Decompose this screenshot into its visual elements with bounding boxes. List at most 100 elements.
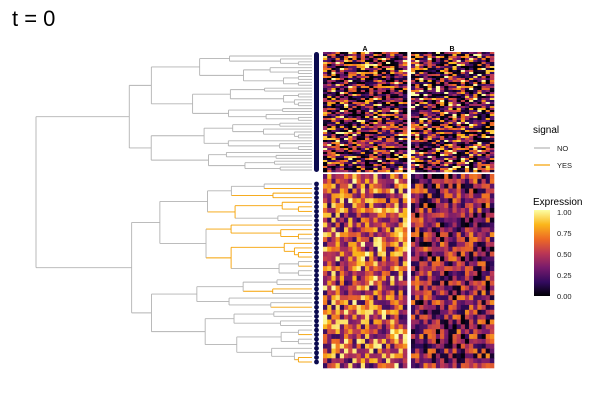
heat-cell-b: [444, 150, 449, 153]
heat-cell-b: [456, 110, 462, 113]
heat-cell-a: [398, 144, 404, 147]
heat-cell-a: [369, 246, 374, 252]
heat-cell-b: [431, 158, 437, 161]
heat-cell-a: [369, 212, 374, 218]
heat-cell-a: [369, 108, 374, 111]
heat-cell-a: [356, 166, 362, 169]
heat-cell-b: [481, 304, 486, 311]
heat-cell-a: [335, 86, 341, 89]
heat-cell-a: [386, 58, 391, 61]
heat-cell-a: [339, 237, 345, 243]
heat-cell-a: [348, 203, 353, 209]
heat-cell-b: [448, 62, 453, 65]
heat-cell-b: [485, 112, 491, 115]
heat-cell-b: [419, 348, 424, 354]
heat-cell-b: [469, 140, 474, 143]
heat-cell-b: [460, 246, 466, 252]
heat-cell-a: [335, 174, 341, 180]
heat-cell-b: [485, 106, 491, 109]
heat-cell-a: [327, 162, 332, 165]
heat-cell-a: [331, 334, 336, 340]
heat-cell-b: [423, 343, 428, 349]
heat-cell-b: [411, 207, 416, 214]
heat-cell-a: [386, 150, 391, 153]
heat-cell-a: [331, 275, 336, 281]
heat-cell-b: [477, 329, 482, 335]
heat-cell-b: [440, 108, 445, 111]
heat-cell-a: [369, 54, 374, 57]
heat-cell-a: [381, 84, 387, 87]
heat-cell-b: [440, 142, 445, 145]
heat-cell-a: [373, 348, 378, 354]
leaf-dot: [314, 218, 319, 223]
heat-cell-a: [348, 198, 353, 204]
heat-cell-a: [360, 183, 366, 189]
heat-cell-b: [411, 154, 416, 157]
heat-cell-a: [344, 222, 349, 228]
heat-cell-a: [365, 62, 370, 65]
heat-cell-a: [360, 84, 366, 87]
heat-cell-b: [469, 120, 474, 123]
heat-cell-a: [365, 72, 370, 75]
heat-cell-a: [390, 261, 395, 267]
heat-cell-b: [419, 140, 424, 143]
heat-cell-a: [394, 304, 399, 311]
heat-cell-b: [411, 280, 416, 286]
heat-cell-a: [352, 338, 357, 345]
heat-cell-b: [469, 142, 474, 145]
heat-cell-a: [390, 138, 395, 141]
heat-cell-b: [444, 290, 449, 296]
heat-cell-a: [348, 126, 353, 129]
heat-cell-a: [373, 100, 378, 103]
heat-cell-a: [373, 338, 378, 345]
heat-cell-b: [435, 140, 441, 143]
heat-cell-a: [365, 112, 370, 115]
heat-cell-a: [381, 144, 387, 147]
heat-cell-b: [444, 86, 449, 89]
heat-cell-b: [477, 217, 482, 223]
heat-cell-b: [448, 266, 453, 272]
heat-cell-b: [440, 128, 445, 131]
leaf-dot: [314, 263, 319, 269]
heat-cell-b: [477, 319, 482, 325]
heat-cell-a: [398, 134, 404, 137]
heat-cell-b: [423, 142, 428, 145]
heat-cell-b: [489, 217, 495, 223]
heat-cell-b: [469, 338, 474, 345]
heat-cell-b: [452, 207, 457, 214]
heat-cell-a: [327, 334, 332, 340]
heat-cell-b: [464, 72, 470, 75]
heat-cell-b: [477, 152, 482, 155]
heat-cell-a: [390, 128, 395, 131]
heat-cell-a: [335, 207, 341, 214]
heat-cell-b: [415, 150, 420, 153]
heat-cell-a: [398, 309, 404, 315]
heat-cell-a: [394, 130, 399, 133]
heat-cell-a: [394, 100, 399, 103]
heat-cell-b: [419, 152, 424, 155]
heat-cell-a: [327, 188, 332, 194]
heat-cell-b: [456, 142, 462, 145]
heat-cell-b: [452, 74, 457, 77]
heat-cell-a: [331, 241, 336, 248]
heat-cell-b: [469, 128, 474, 131]
heat-cell-a: [398, 90, 404, 93]
heat-cell-b: [419, 241, 424, 248]
heat-cell-a: [339, 146, 345, 149]
heat-cell-b: [415, 353, 420, 359]
heat-cell-a: [331, 132, 336, 135]
heat-cell-a: [381, 251, 387, 257]
heat-cell-a: [386, 86, 391, 89]
heat-cell-b: [460, 106, 466, 109]
heat-cell-a: [360, 112, 366, 115]
heat-cell-a: [323, 183, 328, 189]
heat-cell-a: [365, 146, 370, 149]
heat-cell-a: [327, 329, 332, 335]
heat-cell-b: [489, 126, 495, 129]
heat-cell-a: [402, 74, 408, 77]
heat-cell-a: [327, 158, 332, 161]
heat-cell-a: [373, 146, 378, 149]
heat-cell-a: [381, 178, 387, 184]
heat-cell-b: [415, 203, 420, 209]
heat-cell-a: [365, 66, 370, 69]
